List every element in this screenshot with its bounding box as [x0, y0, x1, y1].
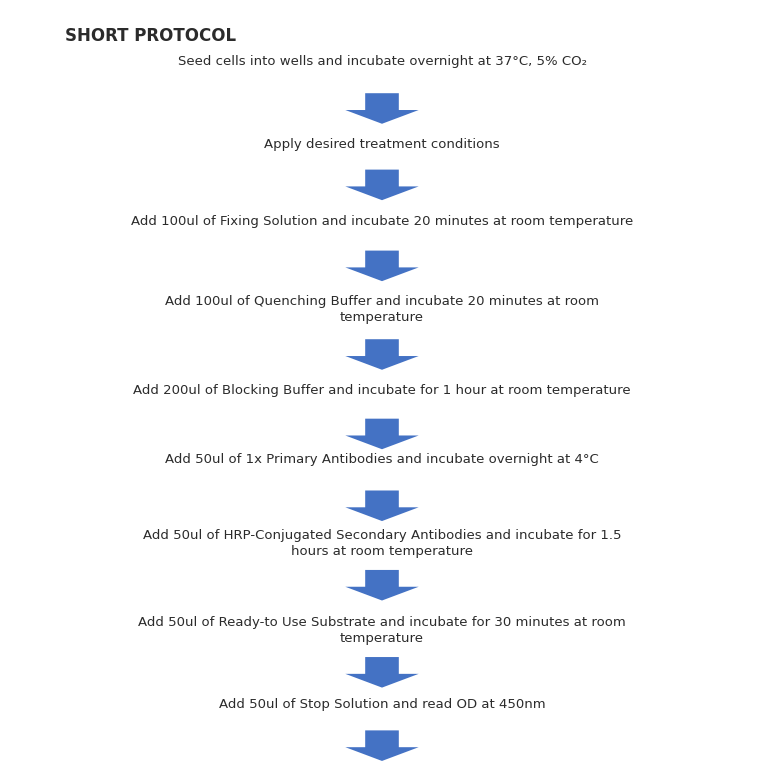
- Text: Add 200ul of Blocking Buffer and incubate for 1 hour at room temperature: Add 200ul of Blocking Buffer and incubat…: [133, 384, 631, 397]
- Polygon shape: [345, 170, 419, 200]
- Text: Add 50ul of 1x Primary Antibodies and incubate overnight at 4°C: Add 50ul of 1x Primary Antibodies and in…: [165, 453, 599, 466]
- Text: Add 50ul of Stop Solution and read OD at 450nm: Add 50ul of Stop Solution and read OD at…: [219, 698, 545, 711]
- Polygon shape: [345, 251, 419, 281]
- Polygon shape: [345, 419, 419, 449]
- Text: Add 100ul of Fixing Solution and incubate 20 minutes at room temperature: Add 100ul of Fixing Solution and incubat…: [131, 215, 633, 228]
- Text: Seed cells into wells and incubate overnight at 37°C, 5% CO₂: Seed cells into wells and incubate overn…: [177, 55, 587, 68]
- Text: SHORT PROTOCOL: SHORT PROTOCOL: [65, 27, 236, 45]
- Polygon shape: [345, 339, 419, 370]
- Polygon shape: [345, 570, 419, 601]
- Text: Add 50ul of Ready-to Use Substrate and incubate for 30 minutes at room
temperatu: Add 50ul of Ready-to Use Substrate and i…: [138, 616, 626, 645]
- Text: Add 100ul of Quenching Buffer and incubate 20 minutes at room
temperature: Add 100ul of Quenching Buffer and incuba…: [165, 295, 599, 324]
- Polygon shape: [345, 93, 419, 124]
- Text: Apply desired treatment conditions: Apply desired treatment conditions: [264, 138, 500, 151]
- Polygon shape: [345, 657, 419, 688]
- Text: Add 50ul of HRP-Conjugated Secondary Antibodies and incubate for 1.5
hours at ro: Add 50ul of HRP-Conjugated Secondary Ant…: [143, 529, 621, 558]
- Polygon shape: [345, 730, 419, 761]
- Polygon shape: [345, 490, 419, 521]
